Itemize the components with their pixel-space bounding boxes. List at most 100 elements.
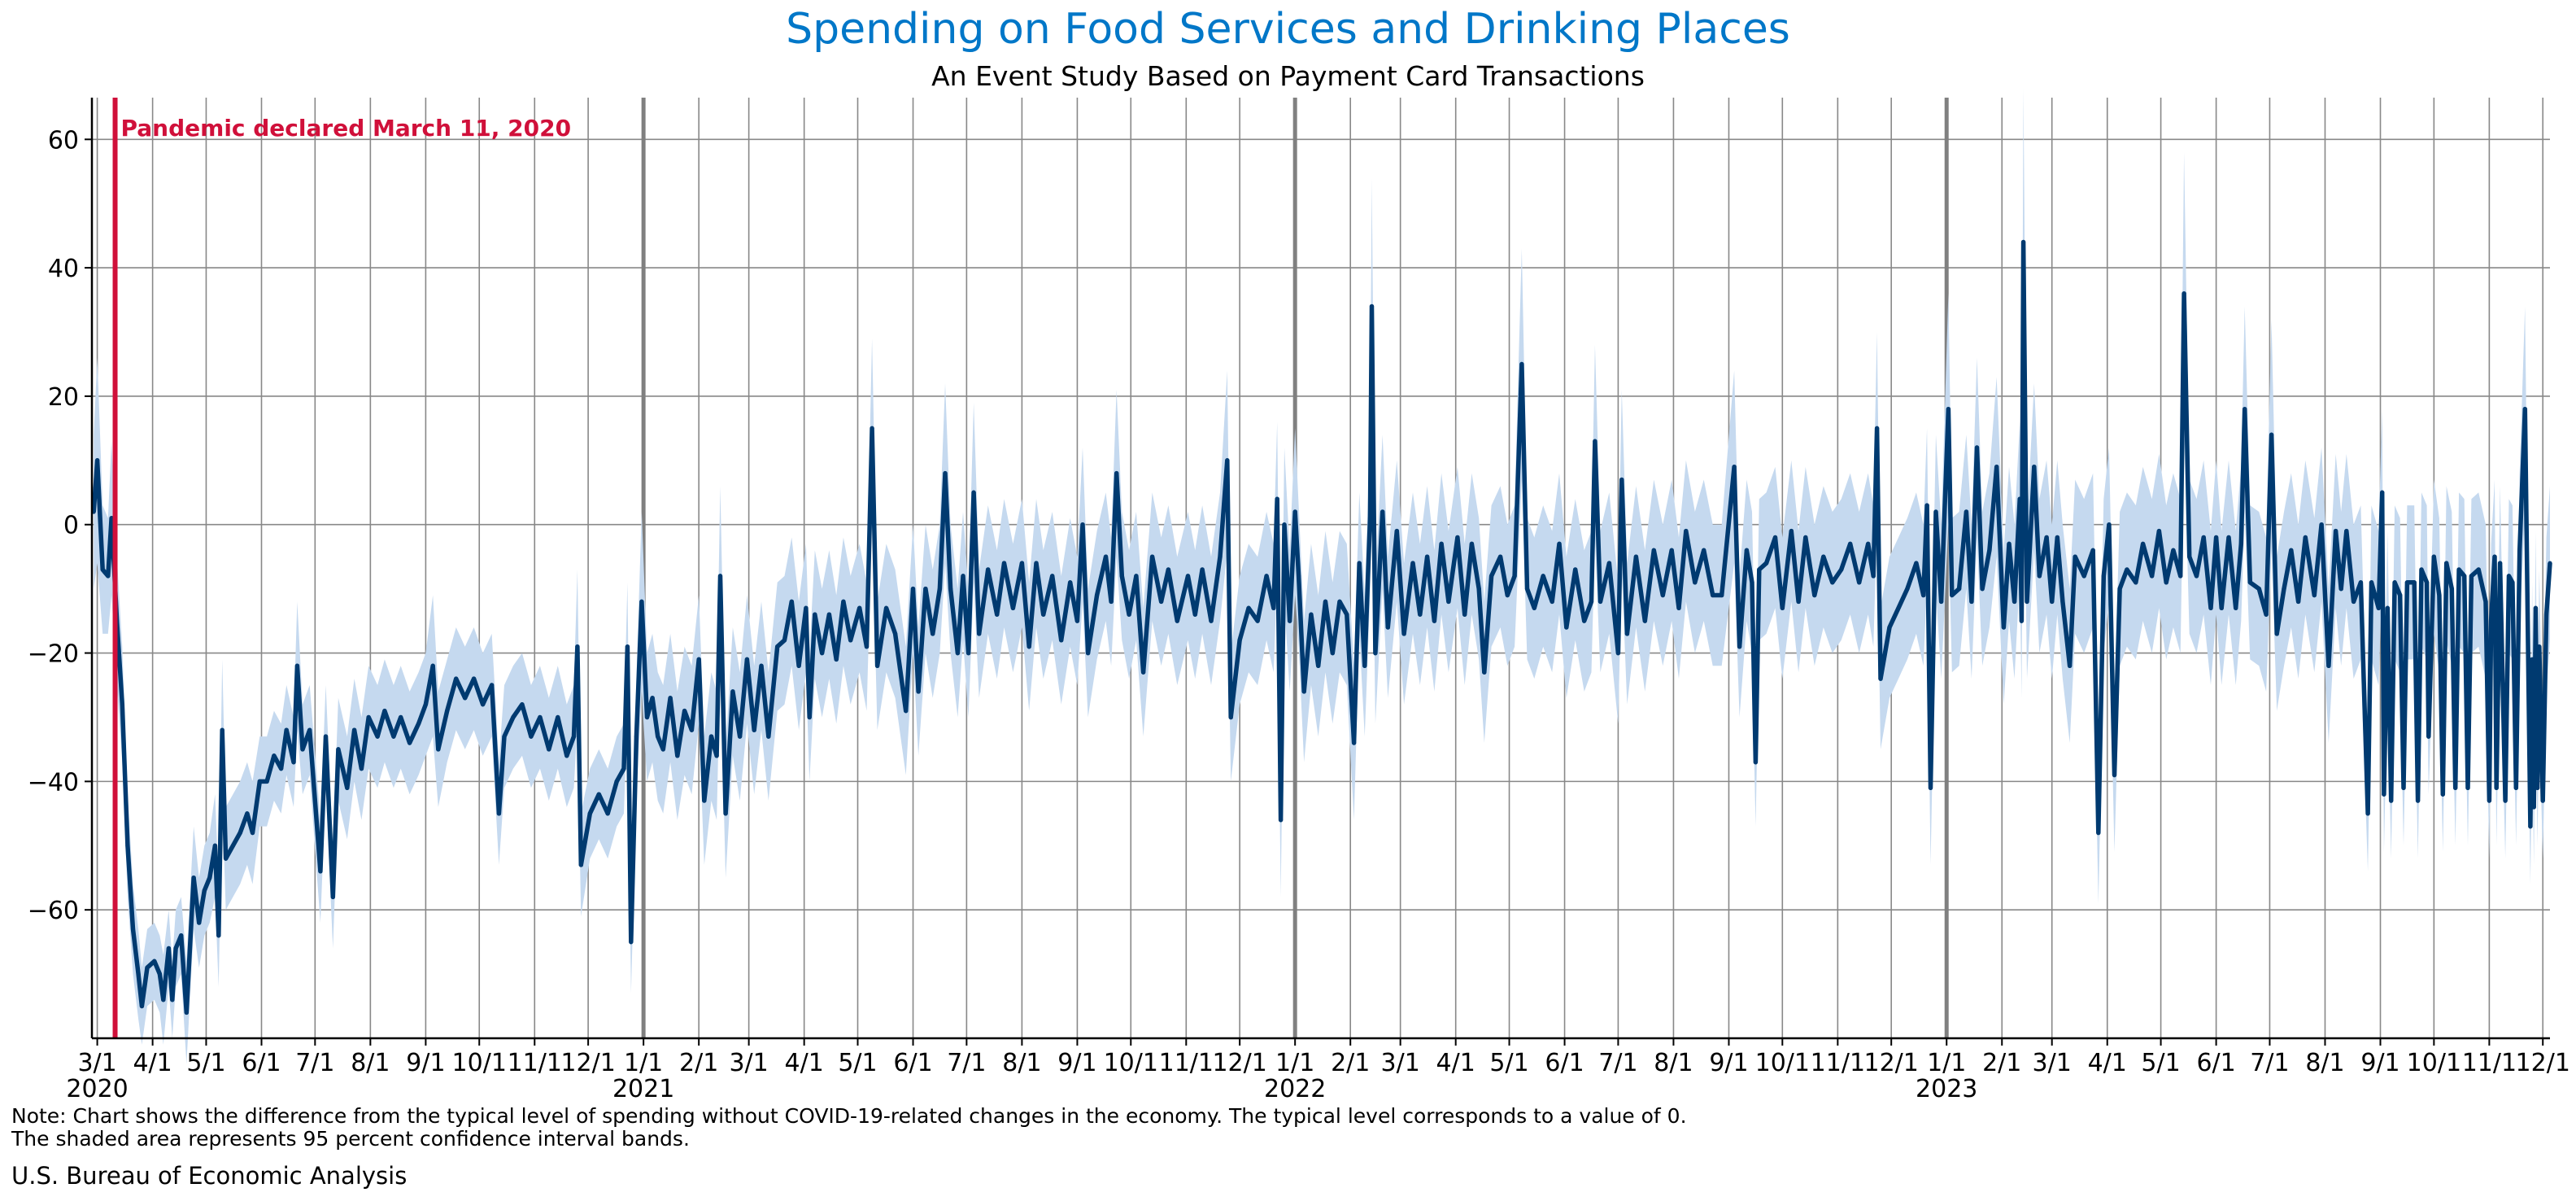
data-point bbox=[1401, 631, 1406, 636]
data-point bbox=[1297, 574, 1301, 579]
x-tick-label: 8/1 bbox=[351, 1049, 390, 1077]
data-point bbox=[2107, 522, 2112, 527]
data-point bbox=[2389, 798, 2394, 803]
data-point bbox=[2465, 785, 2470, 790]
data-point bbox=[1633, 554, 1638, 559]
data-point bbox=[1789, 529, 1794, 534]
data-point bbox=[1615, 651, 1620, 656]
data-point bbox=[1606, 561, 1611, 566]
data-point bbox=[1425, 554, 1430, 559]
data-point bbox=[578, 863, 583, 867]
data-point bbox=[2412, 580, 2417, 585]
data-point bbox=[120, 702, 124, 707]
data-point bbox=[2001, 625, 2006, 630]
data-point bbox=[1750, 580, 1754, 585]
data-point bbox=[1476, 587, 1481, 592]
data-point bbox=[170, 998, 175, 1002]
data-point bbox=[2234, 605, 2238, 610]
data-point bbox=[1950, 592, 1955, 598]
data-point bbox=[1192, 612, 1197, 617]
data-point bbox=[2007, 541, 2012, 547]
data-point bbox=[1764, 561, 1769, 566]
y-tick-label: −60 bbox=[28, 897, 79, 925]
data-point bbox=[2344, 529, 2349, 534]
data-point bbox=[1439, 541, 1444, 547]
data-point bbox=[463, 696, 468, 701]
data-point bbox=[2238, 541, 2243, 547]
data-point bbox=[1282, 522, 1287, 527]
data-point bbox=[2531, 805, 2536, 810]
data-point bbox=[2535, 785, 2540, 790]
data-point bbox=[2494, 785, 2499, 790]
data-point bbox=[2506, 574, 2512, 579]
data-point bbox=[1939, 599, 1944, 605]
data-point bbox=[106, 574, 111, 579]
data-point bbox=[2112, 772, 2117, 778]
data-point bbox=[1086, 651, 1091, 656]
data-point bbox=[2358, 580, 2363, 585]
x-tick-label: 11/1 bbox=[508, 1049, 562, 1077]
data-point bbox=[575, 644, 580, 649]
x-tick-label: 4/1 bbox=[133, 1049, 172, 1077]
data-point bbox=[547, 747, 551, 752]
data-point bbox=[2440, 792, 2445, 797]
data-point bbox=[2426, 734, 2431, 739]
data-point bbox=[995, 612, 1000, 617]
x-tick-label: 2/1 bbox=[1331, 1049, 1370, 1077]
data-point bbox=[2338, 587, 2343, 592]
data-point bbox=[382, 709, 387, 714]
data-point bbox=[571, 734, 577, 739]
data-point bbox=[1684, 529, 1689, 534]
data-point bbox=[375, 734, 380, 739]
data-point bbox=[2050, 599, 2055, 605]
y-tick-label: 0 bbox=[63, 512, 79, 540]
data-point bbox=[807, 714, 812, 720]
x-tick-label: 6/1 bbox=[893, 1049, 932, 1077]
data-point bbox=[2476, 567, 2481, 572]
x-tick-label: 10/1 bbox=[1755, 1049, 1810, 1077]
data-point bbox=[1524, 587, 1530, 592]
data-point bbox=[1288, 618, 1292, 623]
data-point bbox=[1830, 580, 1835, 585]
data-point bbox=[2437, 592, 2442, 598]
data-point bbox=[675, 753, 680, 758]
data-point bbox=[2017, 496, 2022, 501]
data-point bbox=[2404, 580, 2409, 585]
data-point bbox=[1896, 605, 1901, 610]
data-point bbox=[1669, 548, 1674, 552]
data-point bbox=[352, 727, 357, 732]
data-point bbox=[2537, 644, 2542, 649]
x-tick-label: 6/1 bbox=[242, 1049, 281, 1077]
data-point bbox=[1878, 676, 1883, 681]
data-point bbox=[782, 638, 787, 643]
data-point bbox=[2090, 548, 2095, 552]
data-point bbox=[2469, 574, 2474, 579]
data-point bbox=[1780, 605, 1785, 610]
data-point bbox=[564, 753, 569, 758]
data-point bbox=[2540, 798, 2545, 803]
x-tick-label: 7/1 bbox=[947, 1049, 986, 1077]
x-tick-label: 2/1 bbox=[1982, 1049, 2021, 1077]
data-point bbox=[2462, 574, 2467, 579]
chart-title: Spending on Food Services and Drinking P… bbox=[786, 5, 1790, 54]
data-point bbox=[1301, 689, 1306, 694]
data-point bbox=[323, 734, 329, 739]
x-tick-label: 10/1 bbox=[452, 1049, 507, 1077]
data-point bbox=[1114, 471, 1119, 476]
x-tick-label: 3/1 bbox=[729, 1049, 768, 1077]
data-point bbox=[2019, 618, 2024, 623]
data-point bbox=[1175, 618, 1179, 623]
data-point bbox=[639, 599, 644, 605]
data-point bbox=[2487, 798, 2491, 803]
data-point bbox=[1482, 670, 1487, 675]
data-point bbox=[1987, 548, 1992, 552]
data-point bbox=[644, 714, 650, 720]
data-point bbox=[1969, 599, 1974, 605]
x-tick-label: 11/1 bbox=[1811, 1049, 1865, 1077]
data-point bbox=[813, 612, 817, 617]
data-point bbox=[1271, 605, 1276, 610]
data-point bbox=[2219, 605, 2224, 610]
data-point bbox=[2037, 574, 2042, 579]
source-credit: U.S. Bureau of Economic Analysis bbox=[11, 1162, 408, 1190]
data-point bbox=[496, 811, 502, 816]
